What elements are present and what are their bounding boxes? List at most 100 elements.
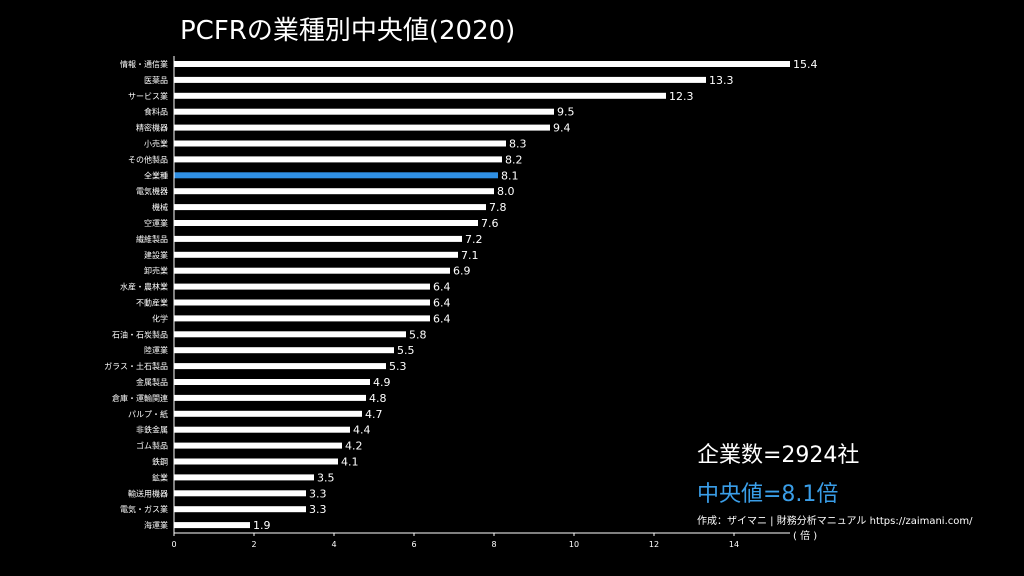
x-tick-label: 8 [491,540,496,549]
median-annotation: 中央値=8.1倍 [697,482,839,507]
category-label: その他製品 [128,154,168,164]
bar [174,204,486,211]
value-label: 5.8 [409,328,427,341]
bar [174,347,394,354]
value-label: 5.3 [389,360,407,373]
category-label: ガラス・土石製品 [104,361,168,371]
company-count-annotation: 企業数=2924社 [697,443,860,468]
value-label: 5.5 [397,344,415,357]
value-label: 9.4 [553,122,571,135]
value-label: 6.4 [433,312,451,325]
category-label: 電気機器 [136,186,168,196]
value-label: 4.9 [373,376,391,389]
bar [174,108,554,115]
category-label: 水産・農林業 [120,282,168,292]
bar [174,140,506,147]
category-label: パルプ・紙 [128,409,168,419]
value-label: 6.9 [453,265,471,278]
value-label: 3.3 [309,487,327,500]
value-label: 4.1 [341,456,359,469]
chart-title: PCFRの業種別中央値(2020) [180,16,516,46]
x-tick-label: 4 [331,540,336,549]
bar [174,458,338,465]
value-label: 15.4 [793,58,818,71]
bar [174,220,478,226]
value-label: 7.8 [489,201,507,214]
value-label: 7.1 [461,249,479,262]
category-label: 非鉄金属 [136,425,168,435]
category-label: 化学 [152,313,168,323]
category-label: 金属製品 [136,377,168,387]
value-label: 6.4 [433,281,451,294]
bar [174,522,250,529]
bars-layer: 情報・通信業 15.4 医薬品 13.3 サービス業 12.3 食料品 9.5 精密機器 9.4 小… [104,58,817,532]
value-label: 1.9 [253,519,271,532]
value-label: 8.1 [501,169,519,182]
value-label: 4.4 [353,424,371,437]
x-tick-label: 14 [729,540,739,549]
bar [174,506,306,513]
category-label: 倉庫・運輸関連 [112,393,168,403]
value-label: 9.5 [557,106,575,119]
category-label: 陸運業 [144,345,168,355]
bar [174,299,430,306]
value-label: 7.2 [465,233,483,246]
category-label: 精密機器 [136,123,168,133]
value-label: 8.2 [505,153,523,166]
category-label: 鉱業 [152,472,168,482]
bar [174,283,430,290]
x-tick-label: 0 [171,540,176,549]
value-label: 12.3 [669,90,694,103]
value-label: 8.0 [497,185,515,198]
bar [174,315,430,322]
bar [174,124,550,131]
bar [174,92,666,99]
category-label: サービス業 [128,91,168,101]
bar [174,410,362,417]
category-label: 電気・ガス業 [120,504,168,514]
category-label: 不動産業 [136,298,168,308]
category-label: 卸売業 [144,266,168,276]
x-tick-label: 6 [411,540,416,549]
bar [174,156,502,163]
category-label: 輸送用機器 [128,488,168,498]
value-label: 3.5 [317,471,335,484]
category-label: 石油・石炭製品 [112,329,168,339]
category-label: 空運業 [144,218,168,228]
value-label: 8.3 [509,138,527,151]
bar [174,251,458,258]
bar [174,235,462,242]
bar [174,379,370,385]
category-label: 鉄鋼 [152,457,168,467]
x-tick-label: 12 [649,540,659,549]
source-credit: 作成：ザイマニ | 財務分析マニュアル https://zaimani.com/ [697,516,973,527]
x-axis-label: ( 倍 ) [793,531,818,542]
bar [174,331,406,338]
category-label: 建設業 [144,250,168,260]
category-label: 食料品 [144,107,168,117]
bar [174,394,366,401]
bar [174,490,306,497]
bar [174,61,790,67]
bar [174,267,450,274]
bar [174,363,386,370]
value-label: 3.3 [309,503,327,516]
value-label: 4.2 [345,440,363,453]
bar [174,426,350,433]
value-label: 13.3 [709,74,734,87]
category-label: 情報・通信業 [120,59,168,69]
value-label: 4.8 [369,392,387,405]
x-tick-label: 10 [569,540,579,549]
bar [174,76,706,83]
bar [174,474,314,481]
category-label: 海運業 [144,520,168,530]
category-label: 小売業 [144,139,168,149]
value-label: 7.6 [481,217,499,230]
axes-layer: 0 2 4 6 8 10 12 14 [171,56,790,549]
bar [174,442,342,449]
bar [174,172,498,179]
category-label: 医薬品 [144,75,168,85]
value-label: 4.7 [365,408,383,421]
category-label: 繊維製品 [136,234,168,244]
